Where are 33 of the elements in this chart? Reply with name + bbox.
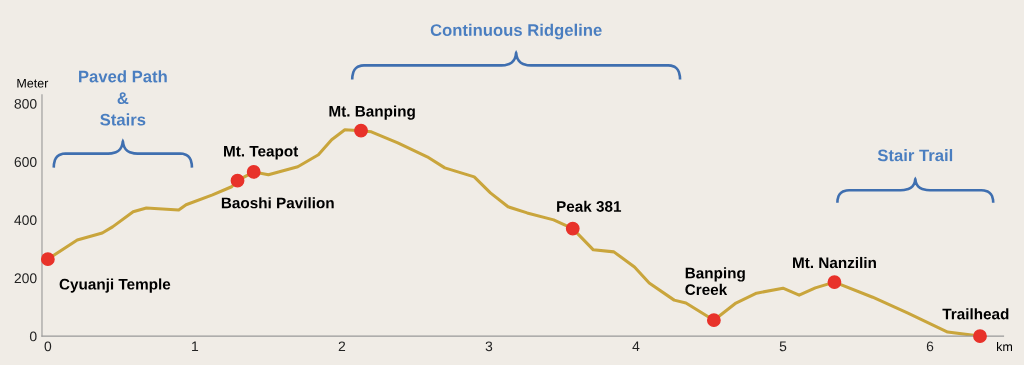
annotation: Mt. Teapot: [224, 145, 299, 160]
point: [40, 252, 55, 267]
x-tick-label: 2: [338, 341, 346, 352]
x-tick-label: 0: [44, 341, 52, 352]
x-tick-label: 5: [779, 341, 787, 352]
x-tick-label: 6: [926, 341, 934, 352]
annotation: Paved Path & Stairs: [79, 70, 167, 126]
point: [827, 275, 842, 290]
annotation: Banping Creek: [685, 267, 745, 296]
annotation: Trailhead: [942, 308, 1009, 320]
annotation: Peak 381: [557, 200, 622, 212]
annotation: Mt. Banping: [329, 105, 415, 120]
x-tick-label: 1: [192, 341, 199, 352]
y-tick-label: 0: [29, 331, 37, 342]
y-tick-label: 200: [14, 273, 37, 284]
point: [230, 173, 245, 188]
text: Continuous Ridgeline: [430, 23, 602, 40]
annotation: Baoshi Pavilion: [221, 197, 334, 209]
y-axis-title: Meter: [17, 78, 49, 88]
point: [246, 165, 261, 179]
x-axis-title: km: [997, 341, 1013, 352]
y-tick-label: 400: [14, 215, 37, 226]
annotation: Mt. Nanzilin: [793, 256, 876, 269]
x-tick-label: 3: [485, 341, 493, 352]
point: [706, 313, 721, 328]
point: [354, 123, 368, 138]
y-tick-label: 600: [14, 157, 37, 167]
x-tick-label: 4: [632, 341, 640, 352]
annotation: Stair Trail: [877, 149, 953, 162]
point: [565, 221, 580, 236]
annotation: Cyuanji Temple: [59, 278, 171, 293]
y-tick-label: 800: [14, 98, 37, 109]
point: [973, 329, 987, 344]
